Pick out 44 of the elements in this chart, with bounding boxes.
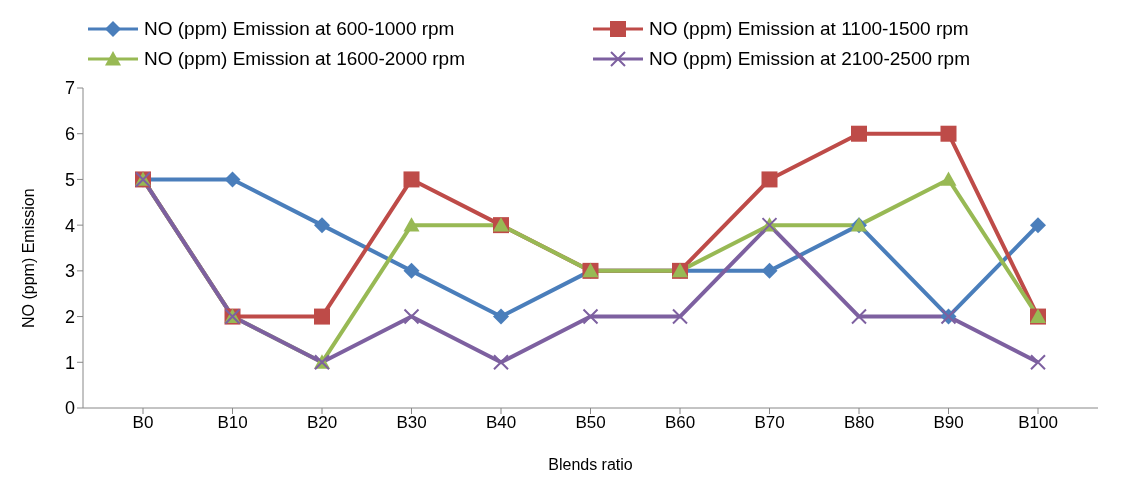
- legend-label: NO (ppm) Emission at 1600-2000 rpm: [144, 48, 466, 70]
- y-tick-label: 5: [64, 169, 75, 190]
- point: [403, 217, 420, 232]
- x-tick-label: B20: [306, 413, 338, 433]
- y-tick-label: 1: [64, 352, 75, 373]
- y-tick-label: 7: [64, 78, 75, 99]
- y-axis-title: NO (ppm) Emission: [19, 188, 37, 328]
- y-tick-label: 3: [64, 261, 75, 282]
- legend-label: NO (ppm) Emission at 2100-2500 rpm: [649, 48, 971, 70]
- x-tick-label: B0: [132, 413, 154, 433]
- x-tick-label: B80: [843, 413, 875, 433]
- x-tick-label: B90: [933, 413, 964, 433]
- x-tick-label: B30: [396, 413, 427, 433]
- point: [493, 354, 509, 371]
- point: [761, 262, 778, 279]
- point: [1030, 354, 1046, 371]
- point: [761, 171, 778, 188]
- y-tick-label: 6: [64, 124, 75, 145]
- x-axis-title: Blends ratio: [548, 456, 633, 473]
- x-tick-label: B70: [754, 413, 785, 433]
- point: [314, 217, 330, 234]
- x-tick-label: B60: [664, 413, 696, 433]
- y-tick-label: 4: [64, 215, 75, 236]
- legend-label: NO (ppm) Emission at 1100-1500 rpm: [649, 18, 969, 40]
- x-tick-label: B10: [217, 413, 248, 433]
- legend-label: NO (ppm) Emission at 600-1000 rpm: [144, 18, 455, 40]
- point: [940, 171, 957, 186]
- point: [851, 308, 867, 325]
- x-tick-label: B50: [575, 413, 606, 433]
- point: [672, 308, 688, 325]
- x-tick-label: B40: [485, 413, 517, 433]
- x-tick-label: B100: [1018, 413, 1058, 433]
- point: [851, 125, 867, 142]
- point: [493, 308, 509, 325]
- point: [224, 171, 241, 188]
- y-tick-label: 0: [64, 398, 75, 419]
- point: [314, 308, 330, 325]
- y-tick-label: 2: [64, 306, 75, 327]
- point: [403, 171, 420, 188]
- point: [940, 125, 957, 142]
- point: [582, 308, 599, 325]
- point: [403, 308, 420, 325]
- point: [403, 262, 420, 279]
- point: [1030, 217, 1046, 234]
